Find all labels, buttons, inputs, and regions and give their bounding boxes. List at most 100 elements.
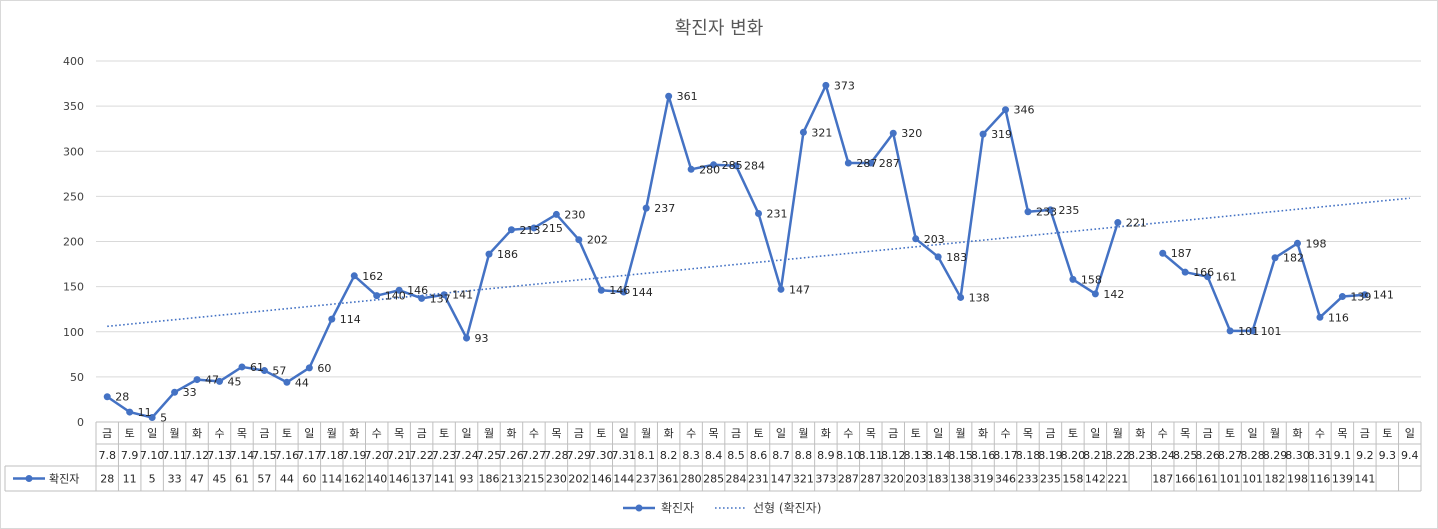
day-label: 월 [798, 427, 808, 440]
y-tick-label: 150 [63, 281, 84, 294]
data-label: 5 [160, 411, 167, 424]
table-value: 235 [1040, 473, 1061, 486]
data-point [1249, 327, 1257, 335]
data-label: 45 [228, 375, 242, 388]
data-label: 61 [250, 361, 264, 374]
table-value: 141 [434, 473, 455, 486]
data-point [642, 204, 650, 212]
data-label: 93 [475, 332, 489, 345]
data-label: 182 [1283, 252, 1304, 265]
date-label: 8.12 [881, 449, 906, 462]
table-value: 140 [366, 473, 387, 486]
table-value: 137 [411, 473, 432, 486]
date-label: 8.6 [750, 449, 768, 462]
table-value: 138 [950, 473, 971, 486]
data-label: 60 [317, 362, 331, 375]
table-value: 114 [321, 473, 342, 486]
data-label: 147 [789, 283, 810, 296]
date-label: 8.27 [1218, 449, 1243, 462]
date-label: 7.23 [432, 449, 457, 462]
data-point [148, 413, 156, 421]
day-label: 일 [933, 426, 943, 440]
y-tick-label: 400 [63, 55, 84, 68]
data-label: 284 [744, 160, 765, 173]
data-point [103, 393, 111, 401]
table-value: 158 [1062, 473, 1083, 486]
data-point [1181, 268, 1189, 276]
table-value: 93 [460, 473, 474, 486]
table-value: 231 [748, 473, 769, 486]
day-label: 화 [821, 427, 831, 440]
table-value: 60 [302, 473, 316, 486]
data-point [1091, 290, 1099, 298]
data-label: 146 [609, 284, 630, 297]
data-point [957, 293, 965, 301]
data-table: 확진자 금 7.8 28 토 7.9 11 일 7.10 5 월 7.11 33 화 7.12 47 수 7.13… [4, 421, 1422, 492]
date-label: 8.22 [1106, 449, 1131, 462]
day-label: 수 [843, 427, 853, 440]
data-point [1002, 106, 1010, 114]
day-label: 화 [349, 427, 359, 440]
series-segment [106, 84, 1120, 419]
table-value: 373 [815, 473, 836, 486]
date-label: 8.14 [926, 449, 951, 462]
date-label: 7.17 [297, 449, 322, 462]
data-point [530, 224, 538, 232]
data-label: 187 [1171, 247, 1192, 260]
day-label: 수 [1315, 427, 1325, 440]
date-label: 7.25 [477, 449, 502, 462]
date-label: 8.21 [1083, 449, 1108, 462]
date-label: 8.31 [1308, 449, 1333, 462]
table-value: 361 [658, 473, 679, 486]
data-label: 361 [677, 90, 698, 103]
day-label: 월 [1113, 427, 1123, 440]
data-label: 321 [811, 126, 832, 139]
table-value: 186 [479, 473, 500, 486]
day-label: 화 [1135, 427, 1145, 440]
data-point [485, 250, 493, 258]
data-point [755, 210, 762, 218]
day-label: 금 [888, 427, 898, 440]
data-point [1271, 254, 1279, 262]
day-label: 수 [372, 427, 382, 440]
table-value: 321 [793, 473, 814, 486]
data-point [1338, 293, 1346, 301]
date-label: 7.19 [342, 449, 367, 462]
data-point [912, 235, 920, 243]
data-point [283, 378, 291, 386]
day-label: 금 [1203, 427, 1213, 440]
table-value: 61 [235, 473, 249, 486]
table-value: 147 [770, 473, 791, 486]
data-label: 183 [946, 251, 967, 264]
table-value: 11 [123, 473, 137, 486]
data-label: 237 [654, 202, 675, 215]
y-tick-label: 100 [63, 326, 84, 339]
table-value: 28 [100, 473, 114, 486]
day-label: 목 [1023, 427, 1033, 440]
data-label: 116 [1328, 311, 1349, 324]
table-value: 287 [860, 473, 881, 486]
data-label: 138 [969, 291, 990, 304]
day-label: 일 [619, 426, 629, 440]
data-point [260, 367, 268, 375]
table-value: 142 [1085, 473, 1106, 486]
day-label: 일 [1405, 426, 1415, 440]
date-label: 8.9 [817, 449, 835, 462]
data-label: 221 [1126, 217, 1147, 230]
data-label: 230 [564, 208, 585, 221]
date-label: 7.14 [230, 449, 255, 462]
day-label: 수 [686, 427, 696, 440]
data-point [1069, 275, 1077, 283]
table-value: 203 [905, 473, 926, 486]
series-segment [1161, 242, 1365, 333]
date-label: 8.28 [1240, 449, 1265, 462]
data-point [777, 285, 785, 293]
table-value: 146 [389, 473, 410, 486]
data-label: 158 [1081, 273, 1102, 286]
table-value: 139 [1332, 473, 1353, 486]
date-label: 7.15 [252, 449, 277, 462]
table-value: 44 [280, 473, 294, 486]
legend-marker-series [635, 504, 643, 512]
data-point [597, 286, 605, 294]
data-label: 141 [452, 289, 473, 302]
